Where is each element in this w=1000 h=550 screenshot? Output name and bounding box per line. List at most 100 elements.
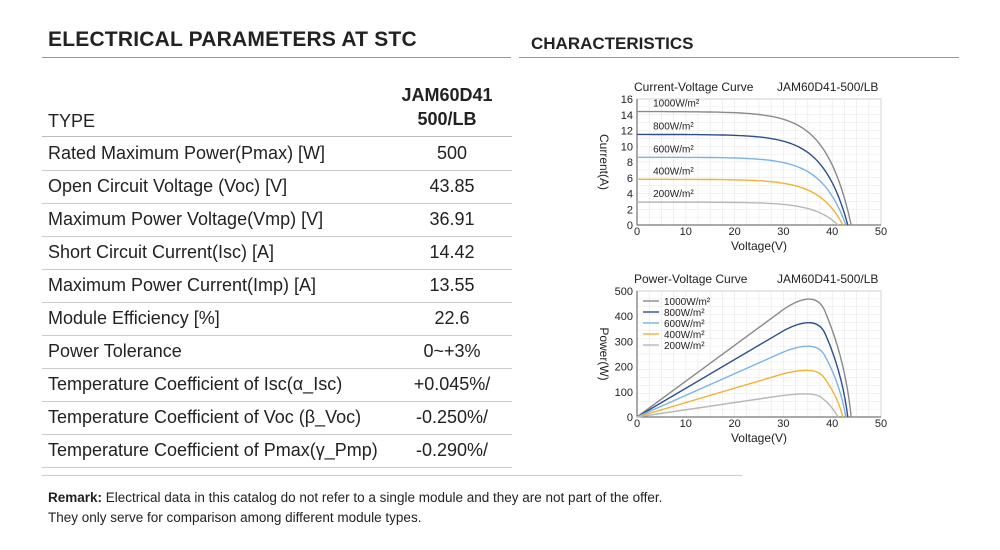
series-label: 600W/m² bbox=[653, 144, 694, 155]
type-label: TYPE bbox=[48, 111, 96, 131]
legend-label: 600W/m² bbox=[664, 319, 705, 330]
legend-label: 800W/m² bbox=[664, 308, 705, 319]
section-title-characteristics: CHARACTERISTICS bbox=[531, 34, 694, 53]
y-tick-label: 200 bbox=[615, 362, 633, 374]
divider-left bbox=[42, 57, 511, 58]
series-label: 400W/m² bbox=[653, 166, 694, 177]
type-row: TYPE JAM60D41 500/LB bbox=[42, 80, 512, 137]
chart-title: Current-Voltage Curve bbox=[634, 80, 754, 94]
x-tick-label: 20 bbox=[728, 226, 740, 238]
x-tick-label: 10 bbox=[680, 226, 692, 238]
series-line bbox=[636, 345, 847, 418]
legend-label: 200W/m² bbox=[664, 341, 705, 352]
y-tick-label: 2 bbox=[627, 204, 633, 216]
y-tick-label: 6 bbox=[627, 173, 633, 185]
param-label: Rated Maximum Power(Pmax) [W] bbox=[48, 143, 326, 163]
pv-chart: Power-Voltage Curve JAM60D41-500/LB 0 10 20 3… bbox=[597, 272, 887, 445]
y-tick-label: 4 bbox=[627, 189, 633, 201]
x-axis-label: Voltage(V) bbox=[731, 239, 787, 253]
x-tick-label: 30 bbox=[777, 226, 789, 238]
series-line bbox=[636, 369, 844, 418]
divider-right bbox=[519, 57, 959, 58]
param-label: Open Circuit Voltage (Voc) [V] bbox=[48, 176, 288, 196]
series-line bbox=[636, 298, 852, 418]
param-value: 43.85 bbox=[429, 176, 475, 196]
series-label: 800W/m² bbox=[653, 121, 694, 132]
x-axis-label: Voltage(V) bbox=[731, 431, 787, 445]
param-value: 14.42 bbox=[429, 242, 475, 262]
x-tick-label: 10 bbox=[680, 418, 692, 430]
series-line bbox=[637, 110, 852, 226]
series-label: 200W/m² bbox=[653, 189, 694, 200]
x-tick-label: 0 bbox=[634, 226, 640, 238]
x-tick-label: 50 bbox=[875, 418, 887, 430]
table-bottom-divider bbox=[42, 475, 742, 476]
type-model-line2: 500/LB bbox=[417, 109, 477, 129]
param-label: Maximum Power Current(Imp) [A] bbox=[48, 275, 317, 295]
y-tick-label: 12 bbox=[621, 126, 633, 138]
param-value: 500 bbox=[436, 143, 468, 163]
chart-title: Power-Voltage Curve bbox=[634, 272, 748, 286]
y-tick-label: 300 bbox=[615, 336, 633, 348]
x-tick-label: 50 bbox=[875, 226, 887, 238]
section-title-electrical: ELECTRICAL PARAMETERS AT STC bbox=[48, 28, 417, 51]
y-tick-label: 500 bbox=[615, 286, 633, 298]
param-label: Module Efficiency [%] bbox=[48, 308, 220, 328]
table-row: Module Efficiency [%] 22.6 bbox=[42, 302, 512, 336]
table-row: Open Circuit Voltage (Voc) [V] 43.85 bbox=[42, 170, 512, 204]
legend-label: 400W/m² bbox=[664, 330, 705, 341]
param-label: Temperature Coefficient of Pmax(γ_Pmp) bbox=[48, 440, 378, 460]
table-row: Maximum Power Voltage(Vmp) [V] 36.91 bbox=[42, 203, 512, 237]
y-axis-label: Current(A) bbox=[597, 134, 611, 190]
param-value: -0.250%/ bbox=[415, 407, 489, 427]
series-line bbox=[637, 201, 839, 226]
table-row: Temperature Coefficient of Voc (β_Voc) -0… bbox=[42, 401, 512, 435]
param-value: 13.55 bbox=[429, 275, 475, 295]
remark: Remark: Electrical data in this catalog … bbox=[48, 488, 662, 528]
y-axis-label: Power(W) bbox=[597, 327, 611, 380]
remark-line2: They only serve for comparison among dif… bbox=[48, 510, 422, 525]
y-tick-label: 0 bbox=[627, 412, 633, 424]
param-value: -0.290%/ bbox=[415, 440, 489, 460]
table-row: Power Tolerance 0~+3% bbox=[42, 335, 512, 369]
table-row: Temperature Coefficient of Pmax(γ_Pmp) -0… bbox=[42, 434, 512, 468]
y-tick-label: 400 bbox=[615, 311, 633, 323]
legend-label: 1000W/m² bbox=[664, 297, 711, 308]
iv-chart: Current-Voltage Curve JAM60D41-500/LB 0 10 2… bbox=[597, 80, 887, 253]
x-tick-label: 30 bbox=[777, 418, 789, 430]
series-line bbox=[636, 393, 839, 418]
series-label: 1000W/m² bbox=[653, 99, 700, 110]
x-tick-label: 0 bbox=[634, 418, 640, 430]
param-value: +0.045%/ bbox=[413, 374, 491, 394]
parameters-table: TYPE JAM60D41 500/LB Rated Maximum Power… bbox=[42, 80, 512, 472]
chart-subtitle: JAM60D41-500/LB bbox=[777, 80, 878, 94]
y-tick-label: 0 bbox=[627, 220, 633, 232]
table-row: Rated Maximum Power(Pmax) [W] 500 bbox=[42, 137, 512, 171]
y-tick-label: 14 bbox=[621, 110, 633, 122]
y-tick-label: 16 bbox=[621, 94, 633, 106]
chart-subtitle: JAM60D41-500/LB bbox=[777, 272, 878, 286]
param-label: Maximum Power Voltage(Vmp) [V] bbox=[48, 209, 324, 229]
x-tick-label: 20 bbox=[728, 418, 740, 430]
param-value: 36.91 bbox=[429, 209, 475, 229]
x-tick-label: 40 bbox=[826, 226, 838, 238]
table-row: Short Circuit Current(Isc) [A] 14.42 bbox=[42, 236, 512, 270]
param-value: 22.6 bbox=[434, 308, 470, 328]
series-line bbox=[637, 178, 844, 226]
param-label: Power Tolerance bbox=[48, 341, 182, 361]
series-line bbox=[637, 133, 849, 226]
y-tick-label: 10 bbox=[621, 141, 633, 153]
param-label: Temperature Coefficient of Voc (β_Voc) bbox=[48, 407, 362, 427]
y-tick-label: 8 bbox=[627, 157, 633, 169]
param-value: 0~+3% bbox=[423, 341, 481, 361]
series-line bbox=[636, 322, 849, 418]
type-model-line1: JAM60D41 bbox=[401, 85, 493, 105]
remark-line1: Electrical data in this catalog do not r… bbox=[102, 490, 663, 505]
x-tick-label: 40 bbox=[826, 418, 838, 430]
y-tick-label: 100 bbox=[615, 387, 633, 399]
param-label: Temperature Coefficient of Isc(α_Isc) bbox=[48, 374, 343, 394]
table-row: Temperature Coefficient of Isc(α_Isc) +0.… bbox=[42, 368, 512, 402]
series-line bbox=[637, 156, 847, 226]
remark-label: Remark: bbox=[48, 490, 103, 505]
param-label: Short Circuit Current(Isc) [A] bbox=[48, 242, 275, 262]
